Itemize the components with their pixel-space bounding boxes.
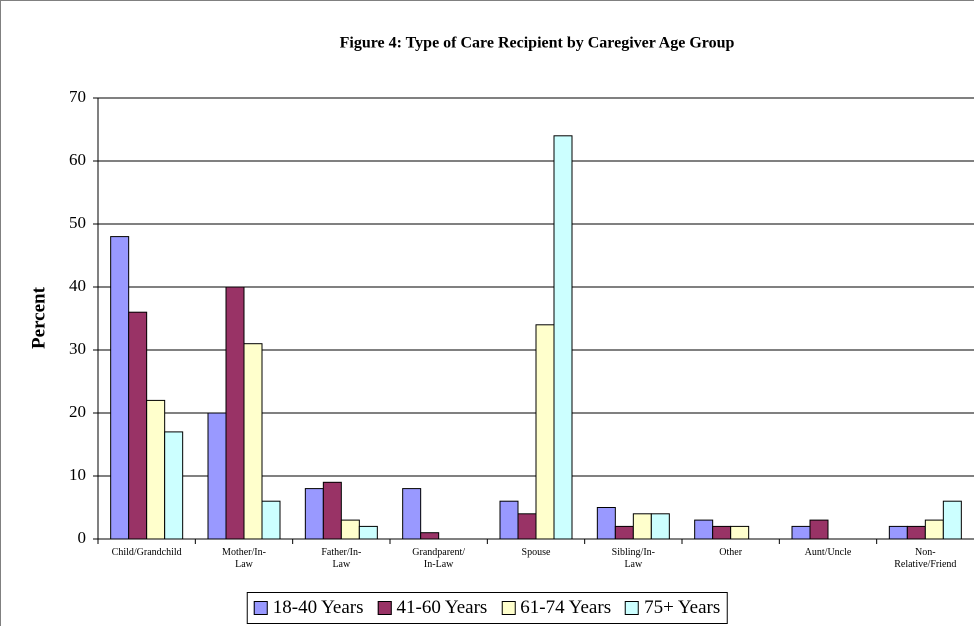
y-tick-label: 70 <box>69 87 86 106</box>
bar <box>322 481 342 540</box>
bar <box>553 135 573 540</box>
legend-swatch <box>253 601 268 615</box>
legend-item: 18-40 Years <box>253 597 364 619</box>
bar <box>261 500 281 540</box>
y-tick-label: 50 <box>69 213 86 232</box>
x-tick-label: Grandparent/ In-Law <box>412 547 466 570</box>
bar <box>358 525 378 540</box>
bar <box>614 525 634 540</box>
bar <box>650 513 670 540</box>
bar <box>730 525 750 540</box>
chart-title: Figure 4: Type of Care Recipient by Care… <box>340 35 735 52</box>
bar <box>128 311 148 540</box>
x-tick-label: Other <box>719 547 743 558</box>
y-tick-label: 0 <box>78 528 87 547</box>
x-tick-label: Spouse <box>521 547 551 558</box>
bar <box>420 532 440 540</box>
bar <box>924 519 944 540</box>
legend: 18-40 Years 41-60 Years 61-74 Years 75+ Yea… <box>246 592 728 624</box>
y-tick-label: 10 <box>69 465 86 484</box>
bar <box>243 343 263 540</box>
bar <box>499 500 519 540</box>
bar <box>712 525 732 540</box>
bar <box>164 431 184 540</box>
legend-item: 75+ Years <box>625 597 720 619</box>
y-tick-label: 40 <box>69 276 86 295</box>
bar <box>207 412 227 540</box>
bar <box>304 488 324 540</box>
bar <box>791 525 811 540</box>
legend-item: 41-60 Years <box>377 597 488 619</box>
bar <box>110 236 130 540</box>
y-axis-label: Percent <box>28 286 49 349</box>
bar <box>146 399 166 540</box>
legend-swatch <box>501 601 516 615</box>
bar <box>809 519 829 540</box>
bar <box>535 324 555 540</box>
bar <box>340 519 360 540</box>
bar <box>225 286 245 540</box>
bar <box>694 519 714 540</box>
bar <box>596 507 616 540</box>
bar <box>402 488 422 540</box>
bar <box>906 525 926 540</box>
legend-label: 75+ Years <box>644 597 721 618</box>
x-tick-label: Sibling/In-Law <box>611 547 655 570</box>
x-tick-label: Father/In-Law <box>321 547 362 570</box>
y-tick-label: 30 <box>69 339 86 358</box>
legend-label: 18-40 Years <box>272 597 364 618</box>
legend-label: 61-74 Years <box>520 597 612 618</box>
x-tick-label: Non- Relative/Friend <box>894 547 957 570</box>
x-tick-label: Child/Grandchild <box>111 547 182 558</box>
legend-label: 41-60 Years <box>396 597 488 618</box>
bar <box>632 513 652 540</box>
y-tick-label: 60 <box>69 150 86 169</box>
bar <box>942 500 962 540</box>
bar <box>888 525 908 540</box>
legend-item: 61-74 Years <box>501 597 611 619</box>
legend-swatch <box>377 601 392 615</box>
legend-swatch <box>625 601 640 615</box>
y-tick-label: 20 <box>69 402 86 421</box>
bar <box>517 513 537 540</box>
x-tick-label: Mother/In-Law <box>222 547 266 570</box>
x-tick-label: Aunt/Uncle <box>804 547 852 558</box>
